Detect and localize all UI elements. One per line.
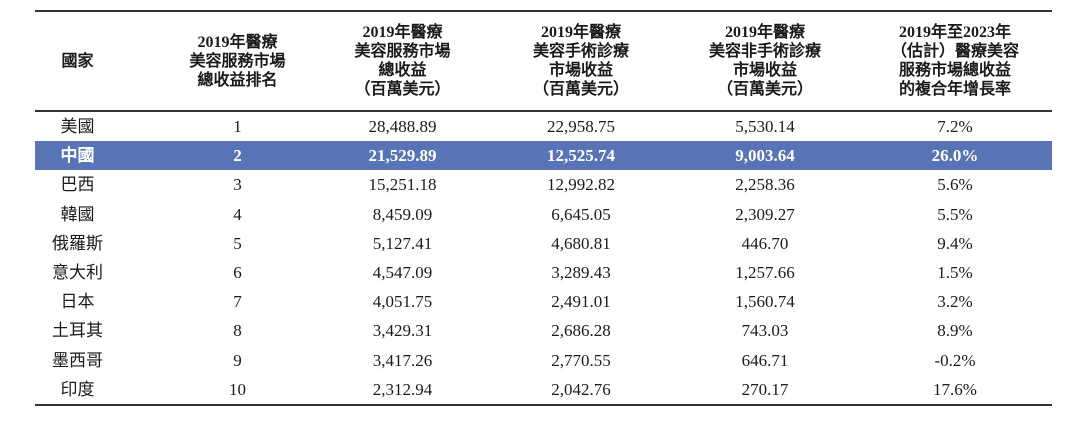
cell-cagr: 7.2% <box>937 117 973 137</box>
cell-surgical-revenue: 2,770.55 <box>551 350 611 370</box>
cell-total-revenue: 21,529.89 <box>368 146 437 166</box>
cell-rank: 3 <box>233 175 242 195</box>
cell-nonsurgical-revenue: 2,309.27 <box>735 204 795 224</box>
cell-surgical-revenue: 6,645.05 <box>551 204 611 224</box>
cell-surgical-revenue: 2,686.28 <box>551 321 611 341</box>
cell-country: 美國 <box>60 117 95 137</box>
cell-rank: 9 <box>233 350 242 370</box>
cell-cagr: 8.9% <box>937 321 973 341</box>
cell-cagr: -0.2% <box>934 350 976 370</box>
header-cell-country: 國家 <box>61 52 94 70</box>
cell-total-revenue: 3,417.26 <box>372 350 433 370</box>
cell-surgical-revenue: 2,491.01 <box>551 292 611 312</box>
cell-rank: 1 <box>233 117 242 137</box>
cell-nonsurgical-revenue: 1,257.66 <box>735 263 795 283</box>
cell-cagr: 1.5% <box>937 263 973 283</box>
header-cell-nonsurgical-revenue: 2019年醫療 美容非手術診療 市場收益 （百萬美元） <box>708 24 821 98</box>
cell-surgical-revenue: 3,289.43 <box>551 263 611 283</box>
table-row: 韓國 4 8,459.09 6,645.05 2,309.27 5.5% <box>35 200 1052 229</box>
cell-nonsurgical-revenue: 5,530.14 <box>735 117 795 137</box>
cell-rank: 4 <box>233 204 242 224</box>
cell-surgical-revenue: 12,525.74 <box>547 146 615 166</box>
table-row: 巴西 3 15,251.18 12,992.82 2,258.36 5.6% <box>35 170 1052 199</box>
table-row: 土耳其 8 3,429.31 2,686.28 743.03 8.9% <box>35 316 1052 345</box>
header-cell-rank: 2019年醫療 美容服務市場 總收益排名 <box>189 33 286 89</box>
cell-country: 墨西哥 <box>52 350 103 370</box>
table-row: 日本 7 4,051.75 2,491.01 1,560.74 3.2% <box>35 287 1052 316</box>
cell-surgical-revenue: 12,992.82 <box>547 175 615 195</box>
cell-rank: 7 <box>233 292 242 312</box>
table-body: 美國 1 28,488.89 22,958.75 5,530.14 7.2% 中… <box>35 112 1052 404</box>
cell-total-revenue: 5,127.41 <box>372 233 433 253</box>
cell-nonsurgical-revenue: 2,258.36 <box>735 175 795 195</box>
cell-rank: 2 <box>233 146 242 166</box>
cell-nonsurgical-revenue: 646.71 <box>741 350 789 370</box>
cell-cagr: 9.4% <box>937 233 973 253</box>
table-row: 俄羅斯 5 5,127.41 4,680.81 446.70 9.4% <box>35 229 1052 258</box>
cell-total-revenue: 4,051.75 <box>372 292 433 312</box>
header-cell-cagr: 2019年至2023年 （估計）醫療美容 服務市場總收益 的複合年增長率 <box>890 24 1019 98</box>
header-cell-surgical-revenue: 2019年醫療 美容手術診療 市場收益 （百萬美元） <box>532 24 629 98</box>
cell-total-revenue: 3,429.31 <box>372 321 433 341</box>
cell-rank: 8 <box>233 321 242 341</box>
cell-country: 中國 <box>60 146 95 166</box>
cell-country: 日本 <box>60 292 95 312</box>
cell-total-revenue: 2,312.94 <box>372 379 433 399</box>
table-header-row: 國家 2019年醫療 美容服務市場 總收益排名 2019年醫療 美容服務市場 總… <box>35 12 1052 112</box>
cell-rank: 5 <box>233 233 242 253</box>
table-row: 墨西哥 9 3,417.26 2,770.55 646.71 -0.2% <box>35 346 1052 375</box>
cell-total-revenue: 28,488.89 <box>368 117 437 137</box>
cell-nonsurgical-revenue: 446.70 <box>741 233 789 253</box>
cell-surgical-revenue: 4,680.81 <box>551 233 611 253</box>
cell-country: 俄羅斯 <box>52 233 103 253</box>
cell-cagr: 3.2% <box>937 292 973 312</box>
cell-total-revenue: 15,251.18 <box>368 175 437 195</box>
cell-surgical-revenue: 2,042.76 <box>551 379 611 399</box>
table-row: 印度 10 2,312.94 2,042.76 270.17 17.6% <box>35 375 1052 404</box>
table-row: 美國 1 28,488.89 22,958.75 5,530.14 7.2% <box>35 112 1052 141</box>
cell-country: 印度 <box>60 379 95 399</box>
cell-nonsurgical-revenue: 270.17 <box>741 379 789 399</box>
table-row: 意大利 6 4,547.09 3,289.43 1,257.66 1.5% <box>35 258 1052 287</box>
cell-rank: 10 <box>229 379 246 399</box>
cell-cagr: 5.5% <box>937 204 973 224</box>
cell-total-revenue: 8,459.09 <box>372 204 433 224</box>
market-ranking-table: 國家 2019年醫療 美容服務市場 總收益排名 2019年醫療 美容服務市場 總… <box>35 10 1052 406</box>
cell-country: 土耳其 <box>52 321 103 341</box>
cell-nonsurgical-revenue: 9,003.64 <box>735 146 795 166</box>
cell-country: 意大利 <box>52 263 103 283</box>
cell-nonsurgical-revenue: 1,560.74 <box>735 292 795 312</box>
cell-country: 巴西 <box>60 175 95 195</box>
cell-country: 韓國 <box>60 204 95 224</box>
cell-surgical-revenue: 22,958.75 <box>547 117 615 137</box>
header-cell-total-revenue: 2019年醫療 美容服務市場 總收益 （百萬美元） <box>354 24 451 98</box>
cell-cagr: 26.0% <box>931 146 979 166</box>
cell-total-revenue: 4,547.09 <box>372 263 433 283</box>
cell-cagr: 5.6% <box>937 175 973 195</box>
table-row: 中國 2 21,529.89 12,525.74 9,003.64 26.0% <box>35 141 1052 171</box>
cell-nonsurgical-revenue: 743.03 <box>741 321 789 341</box>
cell-rank: 6 <box>233 263 242 283</box>
cell-cagr: 17.6% <box>933 379 977 399</box>
